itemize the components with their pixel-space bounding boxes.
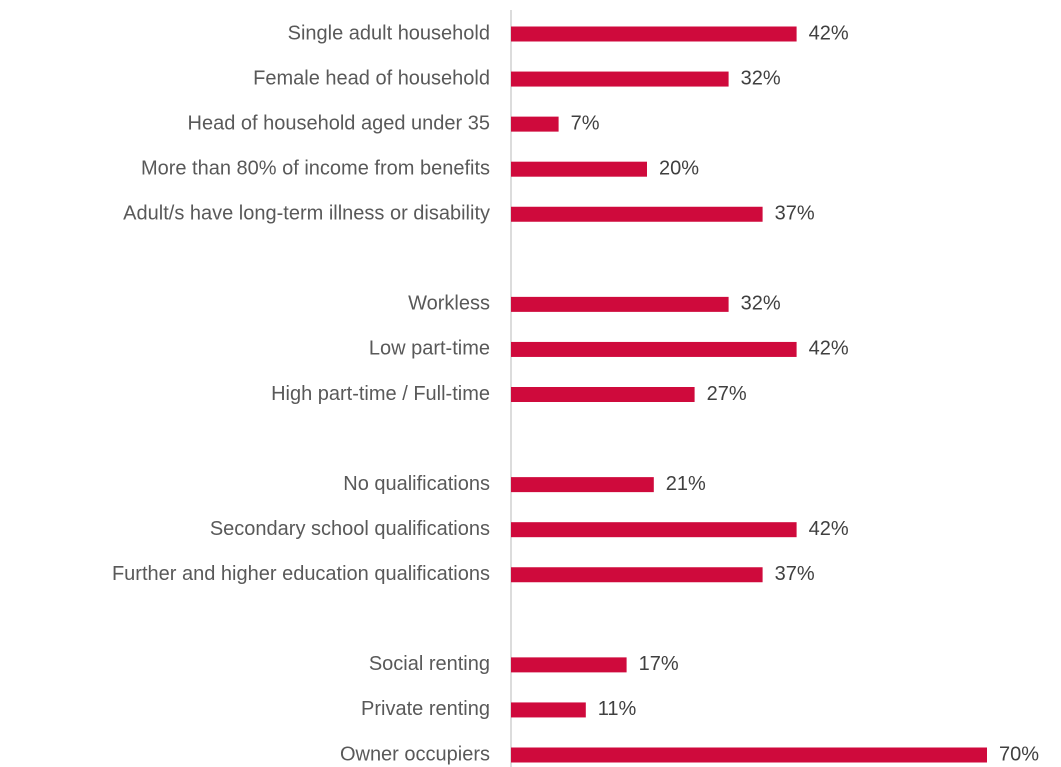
bar (511, 206, 763, 222)
bar (511, 747, 987, 763)
category-label: Social renting (369, 653, 490, 675)
category-label: Further and higher education qualificati… (112, 563, 490, 585)
bar (511, 567, 763, 583)
bar (511, 657, 627, 673)
bar (511, 26, 797, 42)
category-label: Single adult household (288, 22, 490, 44)
value-label: 42% (809, 338, 849, 360)
bar (511, 522, 797, 538)
category-label: High part-time / Full-time (271, 383, 490, 405)
value-label: 37% (775, 563, 815, 585)
category-label: Female head of household (253, 67, 490, 89)
category-label: Low part-time (369, 338, 490, 360)
value-label: 20% (659, 157, 699, 179)
value-label: 37% (775, 203, 815, 225)
value-label: 42% (809, 22, 849, 44)
value-label: 7% (571, 112, 600, 134)
category-label: More than 80% of income from benefits (141, 157, 490, 179)
category-label: Adult/s have long-term illness or disabi… (123, 203, 490, 225)
value-label: 70% (999, 743, 1039, 765)
value-label: 21% (666, 473, 706, 495)
category-label: Owner occupiers (340, 743, 490, 765)
bar (511, 477, 654, 493)
bar (511, 702, 586, 718)
value-label: 32% (741, 67, 781, 89)
category-label: No qualifications (343, 473, 490, 495)
bar (511, 161, 647, 177)
value-label: 42% (809, 518, 849, 540)
category-label: Workless (408, 293, 490, 315)
bar (511, 387, 695, 402)
bar (511, 341, 797, 357)
value-label: 11% (598, 698, 637, 720)
bar (511, 116, 559, 132)
value-label: 27% (707, 383, 747, 405)
category-label: Private renting (361, 698, 490, 720)
bar (511, 296, 729, 312)
value-label: 32% (741, 293, 781, 315)
value-label: 17% (639, 653, 679, 675)
bar (511, 71, 729, 87)
category-label: Secondary school qualifications (210, 518, 490, 540)
category-label: Head of household aged under 35 (188, 112, 490, 134)
